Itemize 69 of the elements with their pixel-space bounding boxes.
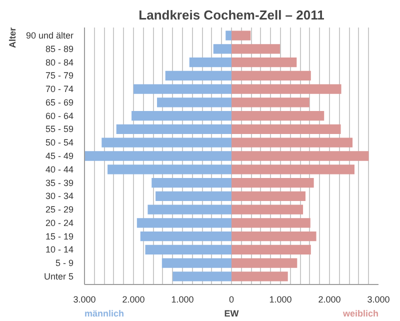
bar (232, 44, 280, 54)
x-tick-label: 1.000 (171, 294, 194, 304)
y-tick-label: 85 - 89 (45, 44, 74, 54)
x-tick-label: 0 (228, 294, 234, 304)
y-tick-label: 40 - 44 (45, 164, 74, 174)
bar (108, 164, 232, 174)
bar (116, 124, 232, 134)
y-tick-label: 50 - 54 (45, 138, 74, 148)
bar (213, 44, 232, 54)
chart-title: Landkreis Cochem-Zell – 2011 (138, 8, 324, 22)
bar (157, 98, 232, 108)
bar (232, 70, 311, 81)
bar (232, 244, 311, 255)
bar (152, 178, 232, 188)
bar (148, 204, 232, 214)
y-tick-label: 45 - 49 (45, 151, 74, 161)
y-tick-label: 25 - 29 (45, 204, 74, 215)
text: weiblich (342, 308, 379, 318)
y-tick-label: 5 - 9 (55, 258, 74, 268)
bar (84, 151, 232, 161)
bar (232, 258, 298, 268)
x-tick-label: 3.000 (73, 294, 96, 304)
bar (189, 57, 232, 68)
bar (232, 164, 354, 174)
y-tick-label: 20 - 24 (45, 218, 74, 228)
x-tick-label: 3.000 (367, 294, 390, 304)
bar (102, 138, 232, 148)
bar (134, 84, 232, 94)
x-tick-label: 1.000 (269, 294, 292, 304)
bar (232, 191, 306, 201)
bar (232, 178, 314, 188)
y-tick-label: 80 - 84 (45, 57, 74, 68)
bar (172, 272, 232, 282)
bar (162, 258, 232, 268)
x-axis-title: EW (224, 308, 240, 318)
bar (232, 231, 316, 242)
x-tick-label: 2.000 (318, 294, 341, 304)
y-tick-label: 55 - 59 (45, 124, 74, 134)
y-tick-label: 15 - 19 (45, 231, 74, 242)
bar (226, 30, 232, 40)
bar (232, 57, 297, 68)
text: männlich (84, 308, 124, 318)
bar (232, 218, 310, 228)
x-tick-label: 2.000 (122, 294, 145, 304)
bar (165, 70, 232, 81)
bar (232, 124, 341, 134)
y-tick-label: 90 und älter (26, 30, 74, 41)
bar (232, 84, 342, 94)
bar (232, 272, 288, 282)
bar (132, 111, 232, 121)
bar (140, 231, 232, 242)
bar (232, 30, 251, 40)
y-tick-label: 10 - 14 (45, 244, 74, 255)
y-tick-label: 70 - 74 (45, 84, 74, 94)
y-tick-label: 75 - 79 (45, 70, 74, 81)
bar (232, 151, 369, 161)
bar (136, 218, 232, 228)
bar (232, 138, 353, 148)
y-tick-label: 65 - 69 (45, 97, 74, 108)
bar (232, 204, 304, 214)
bar (232, 111, 324, 121)
y-tick-label: 35 - 39 (45, 178, 74, 188)
y-tick-label: Unter 5 (44, 271, 74, 282)
bar (156, 191, 232, 201)
bar (232, 98, 310, 108)
y-axis-title: Alter (8, 27, 18, 48)
y-tick-label: 30 - 34 (45, 191, 74, 202)
bar (145, 244, 232, 255)
y-tick-label: 60 - 64 (45, 110, 74, 121)
